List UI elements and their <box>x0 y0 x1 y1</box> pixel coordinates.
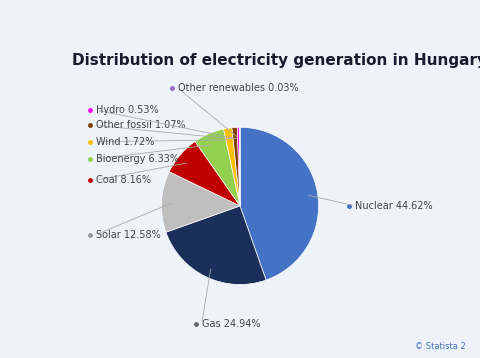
Text: Wind 1.72%: Wind 1.72% <box>96 137 155 147</box>
Wedge shape <box>237 127 240 206</box>
Wedge shape <box>240 127 319 280</box>
Text: Coal 8.16%: Coal 8.16% <box>96 175 151 185</box>
Text: Bioenergy 6.33%: Bioenergy 6.33% <box>96 154 179 164</box>
Text: Other fossil 1.07%: Other fossil 1.07% <box>96 120 186 130</box>
Wedge shape <box>166 206 266 285</box>
Wedge shape <box>224 128 240 206</box>
Text: Other renewables 0.03%: Other renewables 0.03% <box>178 83 299 93</box>
Wedge shape <box>169 141 240 206</box>
Text: Solar 12.58%: Solar 12.58% <box>96 230 161 240</box>
Wedge shape <box>195 129 240 206</box>
Text: Hydro 0.53%: Hydro 0.53% <box>96 105 159 115</box>
Wedge shape <box>232 127 240 206</box>
Text: © Statista 2: © Statista 2 <box>415 342 466 351</box>
Text: Distribution of electricity generation in Hungary in 2022,: Distribution of electricity generation i… <box>72 53 480 68</box>
Text: Gas 24.94%: Gas 24.94% <box>202 319 260 329</box>
Text: Nuclear 44.62%: Nuclear 44.62% <box>355 201 432 211</box>
Wedge shape <box>161 172 240 232</box>
